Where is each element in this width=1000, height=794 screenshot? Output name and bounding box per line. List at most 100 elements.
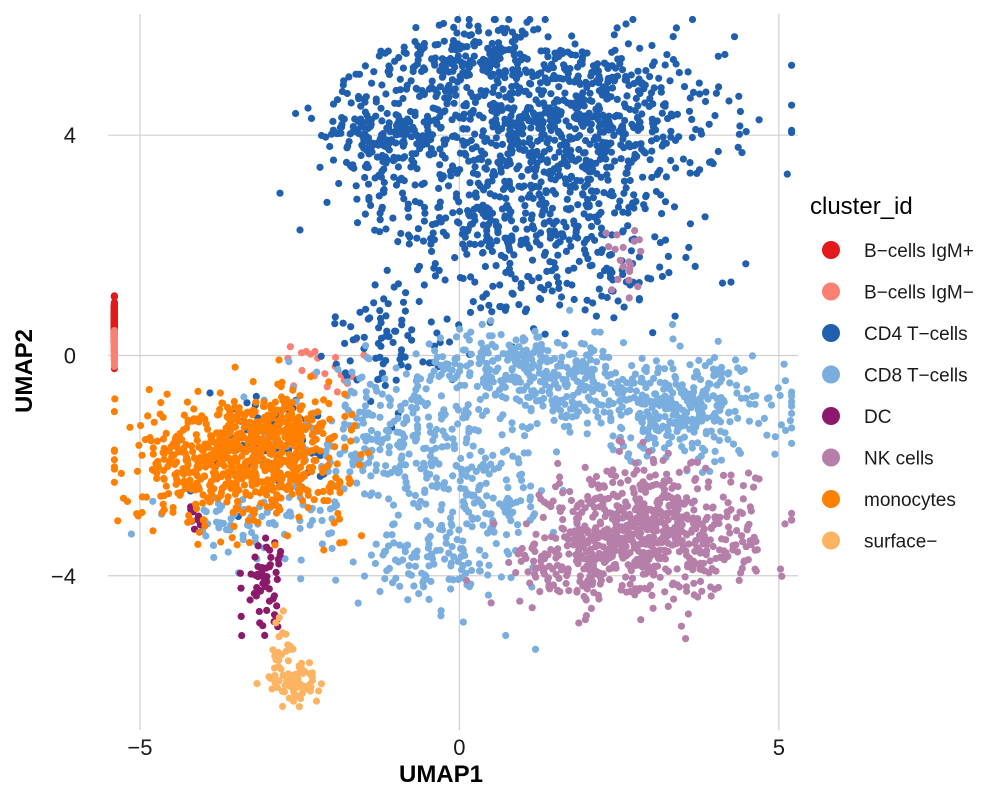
data-point — [401, 548, 409, 556]
data-point — [385, 449, 393, 457]
data-point — [453, 218, 462, 226]
data-point — [496, 152, 504, 160]
data-point — [611, 472, 620, 480]
data-point — [432, 92, 440, 101]
data-point — [588, 159, 596, 167]
data-point — [496, 281, 504, 289]
data-point — [535, 274, 543, 282]
data-point — [343, 378, 351, 386]
data-point — [442, 539, 450, 547]
data-point — [591, 328, 599, 336]
data-point — [295, 513, 303, 521]
data-point — [514, 521, 522, 529]
data-point — [335, 179, 343, 188]
data-point — [663, 431, 671, 440]
data-point — [181, 449, 189, 457]
data-point — [318, 465, 326, 473]
data-point — [753, 546, 761, 554]
data-point — [273, 575, 281, 584]
data-point — [615, 447, 624, 455]
data-point — [556, 171, 564, 179]
data-point — [220, 462, 228, 470]
data-point — [420, 583, 428, 591]
data-point — [634, 113, 642, 121]
data-point — [660, 477, 668, 485]
data-point — [238, 632, 246, 640]
data-point — [496, 500, 504, 508]
data-point — [244, 516, 252, 525]
data-point — [711, 458, 719, 466]
data-point — [289, 434, 297, 442]
data-point — [473, 382, 481, 390]
data-point — [547, 503, 555, 511]
data-point — [517, 56, 525, 64]
data-point — [730, 33, 739, 41]
data-point — [461, 551, 469, 560]
data-point — [690, 428, 698, 436]
data-point — [419, 237, 428, 245]
data-point — [456, 477, 464, 485]
data-point — [469, 442, 477, 450]
data-point — [684, 68, 692, 76]
data-point — [421, 66, 429, 74]
data-point — [483, 227, 491, 235]
data-point — [348, 368, 356, 376]
data-point — [283, 485, 291, 494]
data-point — [562, 247, 571, 255]
data-point — [696, 394, 705, 402]
data-point — [398, 430, 407, 438]
data-point — [592, 528, 600, 536]
data-point — [623, 521, 631, 530]
data-point — [430, 58, 438, 67]
data-point — [622, 76, 630, 84]
data-point — [453, 462, 461, 470]
data-point — [329, 156, 338, 164]
data-point — [697, 452, 705, 460]
data-point — [494, 26, 502, 35]
data-point — [685, 243, 693, 252]
data-point — [367, 120, 375, 128]
data-point — [273, 491, 281, 499]
data-point — [645, 448, 653, 456]
data-point — [594, 413, 602, 421]
data-point — [411, 38, 419, 46]
data-point — [160, 466, 168, 475]
data-point — [296, 392, 304, 400]
data-point — [478, 320, 486, 328]
data-point — [645, 533, 653, 541]
data-point — [507, 96, 515, 104]
data-point — [444, 83, 452, 92]
data-point — [685, 540, 693, 548]
data-point — [383, 531, 391, 539]
data-point — [451, 85, 459, 93]
data-point — [298, 442, 307, 451]
data-point — [547, 231, 555, 239]
data-point — [508, 426, 516, 434]
data-point — [731, 407, 739, 415]
data-point — [521, 401, 530, 409]
data-point — [207, 432, 215, 440]
data-point — [226, 438, 234, 446]
data-point — [736, 122, 744, 130]
data-point — [385, 123, 393, 131]
data-point — [603, 163, 611, 171]
data-point — [665, 439, 673, 447]
data-point — [559, 489, 567, 497]
data-point — [345, 73, 353, 81]
data-point — [254, 426, 262, 434]
data-point — [162, 429, 170, 437]
data-point — [632, 94, 640, 103]
data-point — [412, 386, 420, 394]
data-point — [347, 323, 355, 331]
data-point — [448, 366, 456, 374]
data-point — [110, 338, 118, 346]
data-point — [583, 83, 591, 91]
data-point — [347, 387, 355, 395]
data-point — [621, 116, 629, 125]
data-point — [788, 402, 796, 410]
data-point — [556, 301, 564, 309]
data-point — [255, 607, 263, 616]
data-point — [677, 622, 686, 630]
data-point — [583, 203, 592, 211]
data-point — [628, 574, 637, 583]
